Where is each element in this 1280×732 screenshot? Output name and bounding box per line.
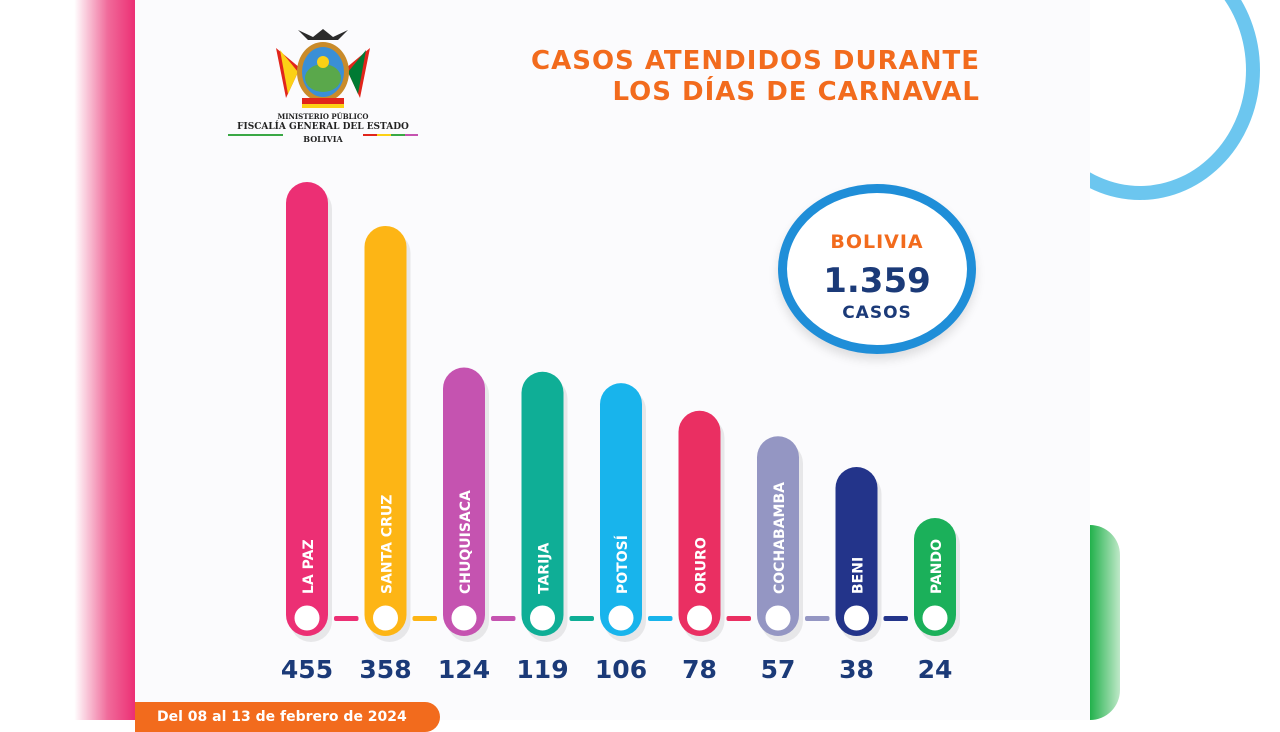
bar-base-circle xyxy=(448,602,480,634)
value-label: 57 xyxy=(761,655,796,684)
bar-cochabamba xyxy=(757,436,799,636)
bar-chuquisaca xyxy=(443,367,485,636)
bar-beni xyxy=(835,466,878,636)
value-label: 358 xyxy=(359,655,411,684)
bar-connector xyxy=(726,616,751,621)
logo-line-ministerio: MINISTERIO PÚBLICO xyxy=(277,112,369,121)
background-left-edge xyxy=(0,0,135,720)
category-label: ORURO xyxy=(694,537,710,594)
bar-connector xyxy=(883,616,908,621)
date-range-banner: Del 08 al 13 de febrero de 2024 xyxy=(135,702,440,732)
logo-line-bolivia: BOLIVIA xyxy=(303,134,343,144)
date-range-text: Del 08 al 13 de febrero de 2024 xyxy=(157,709,407,725)
bar-oruro xyxy=(678,410,721,636)
value-label: 24 xyxy=(918,655,953,684)
bar-base-circle xyxy=(684,602,715,634)
bar-base-circle xyxy=(762,602,794,634)
value-label: 38 xyxy=(839,655,874,684)
category-label: COCHABAMBA xyxy=(772,482,788,594)
category-label: BENI xyxy=(851,557,867,594)
value-label: 78 xyxy=(682,655,717,684)
value-label: 455 xyxy=(281,655,333,684)
chart-title: CASOS ATENDIDOS DURANTE LOS DÍAS DE CARN… xyxy=(480,46,1040,108)
bar-santa-cruz xyxy=(364,225,407,636)
bar-la-paz xyxy=(286,182,328,636)
bar-potosí xyxy=(600,383,642,636)
chart-title-line2: LOS DÍAS DE CARNAVAL xyxy=(612,77,980,107)
bar-connector xyxy=(491,616,516,621)
bar-connector xyxy=(648,616,673,621)
bar-base-circle xyxy=(370,602,401,634)
total-summary-badge: BOLIVIA 1.359 CASOS xyxy=(778,184,976,354)
category-label: SANTA CRUZ xyxy=(380,495,396,594)
bar-connector xyxy=(334,616,359,621)
bar-base-circle xyxy=(291,602,323,634)
category-label: PANDO xyxy=(929,539,945,594)
bar-pando xyxy=(914,518,956,636)
bar-base-circle xyxy=(527,602,558,634)
value-label: 124 xyxy=(438,655,490,684)
flag-stripe-decoration xyxy=(228,134,418,136)
category-label: CHUQUISACA xyxy=(458,490,474,594)
bar-connector xyxy=(569,616,594,621)
bar-connector xyxy=(412,616,437,621)
logo-line-fiscalia: FISCALÍA GENERAL DEL ESTADO xyxy=(237,122,409,132)
bar-base-circle xyxy=(605,602,637,634)
fiscalia-logo: MINISTERIO PÚBLICO FISCALÍA GENERAL DEL … xyxy=(228,28,418,148)
coat-of-arms-icon xyxy=(276,29,370,108)
bar-base-circle xyxy=(919,602,951,634)
category-label: TARIJA xyxy=(537,543,553,594)
bar-tarija xyxy=(521,371,564,636)
summary-label: BOLIVIA xyxy=(830,231,924,253)
category-label: LA PAZ xyxy=(301,539,317,594)
value-label: 119 xyxy=(516,655,568,684)
background-green-decoration xyxy=(1090,525,1120,720)
chart-title-line1: CASOS ATENDIDOS DURANTE xyxy=(531,46,980,76)
bar-base-circle xyxy=(841,602,872,634)
category-label: POTOSÍ xyxy=(614,535,631,594)
bar-connector xyxy=(805,616,830,621)
summary-unit: CASOS xyxy=(842,303,912,323)
summary-total: 1.359 xyxy=(823,261,931,301)
value-label: 106 xyxy=(595,655,647,684)
